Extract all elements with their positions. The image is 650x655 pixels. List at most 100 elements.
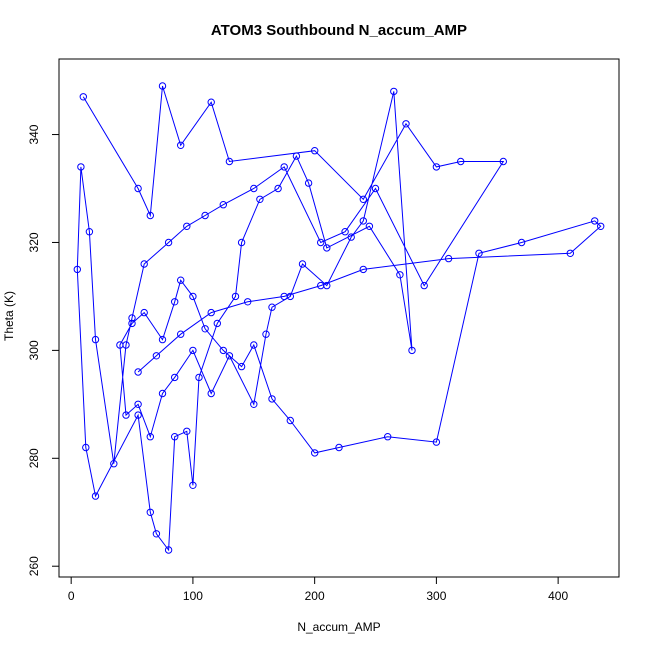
x-axis: 0 100 200 300 400 [68,576,568,603]
data-point [219,201,228,209]
data-point [292,152,301,160]
data-point [365,222,374,231]
data-point [250,184,258,193]
data-point [347,233,355,241]
data-point [122,411,130,419]
data-point [85,228,94,236]
data-point [244,298,252,306]
data-point [146,508,155,516]
data-point [158,335,167,344]
data-point [517,238,526,247]
data-point [268,395,276,403]
data-point [359,195,367,204]
data-point [311,147,319,155]
data-point [134,184,142,193]
data-point [201,325,209,333]
data-point [225,157,234,166]
chart-title: ATOM3 Southbound N_accum_AMP [211,22,467,39]
data-point [207,98,215,106]
data-point [432,163,441,171]
data-point [183,222,191,231]
data-point [280,292,288,301]
data-point [158,389,167,398]
data-point [219,346,228,355]
data-point [225,352,234,360]
y-tick-label: 280 [27,448,41,468]
data-point [457,157,465,166]
data-point [128,319,136,328]
data-point [171,433,179,441]
series-line [76,85,602,552]
y-tick-label: 260 [27,556,41,576]
data-point [250,400,258,408]
x-tick-label: 300 [426,589,446,603]
data-point [280,163,288,171]
data-point [250,341,258,349]
data-point [134,368,142,376]
data-point [396,271,404,279]
data-point [444,254,453,263]
data-point [201,211,209,220]
data-point [207,308,215,317]
data-point [237,238,246,247]
data-point [359,265,367,274]
data-point [128,314,136,322]
data-point [195,373,203,382]
data-point [171,373,179,382]
y-axis-label: Theta (K) [2,291,16,341]
data-point [499,157,507,166]
y-tick-label: 300 [27,340,41,360]
data-point [402,120,410,128]
data-point [432,438,441,446]
data-point [256,195,264,204]
y-tick-label: 340 [27,124,41,144]
data-point [134,400,142,408]
data-point [262,330,270,338]
data-point [91,335,100,344]
data-point [323,244,331,252]
data-point [359,217,367,225]
data-point [73,265,82,274]
data-point [408,346,416,355]
data-point [189,481,197,489]
x-tick-label: 100 [183,589,203,603]
data-point [177,276,185,284]
data-point [231,292,240,301]
y-axis: 260 280 300 320 340 [27,124,60,576]
data-point [304,179,313,187]
data-point [140,260,148,268]
data-point [79,93,88,101]
data-point [77,163,85,171]
data-point [146,433,155,441]
y-tick-label: 320 [27,232,41,252]
data-point [164,238,173,247]
data-point [82,443,90,452]
data-point [475,249,483,258]
x-tick-label: 400 [548,589,568,603]
data-point [152,352,161,360]
data-point [152,530,161,538]
data-point [189,346,197,355]
data-point [177,330,185,338]
data-point [341,228,349,236]
data-point [371,184,380,193]
data-point [335,443,343,452]
data-point [134,411,142,419]
data-point [158,82,167,90]
data-point [213,319,222,328]
data-point [140,308,148,317]
data-point [286,416,294,425]
data-point [298,260,307,268]
data-point [390,87,398,96]
data-point [566,249,574,258]
data-point [420,281,428,290]
data-point [110,460,118,468]
data-point [384,433,392,441]
x-tick-label: 200 [305,589,325,603]
data-point [317,238,325,247]
data-point [207,389,215,398]
data-point [177,141,185,150]
x-tick-label: 0 [68,589,75,603]
